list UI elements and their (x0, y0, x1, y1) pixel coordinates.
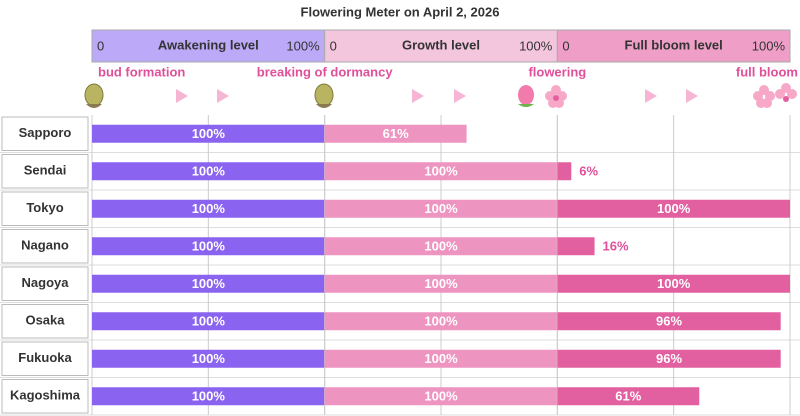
arrow (454, 89, 466, 103)
flower-icon (753, 83, 797, 108)
stage-tick-label: 0 (562, 38, 569, 53)
value-label: 96% (656, 314, 682, 329)
value-label: 100% (192, 239, 226, 254)
row-label: Fukuoka (18, 350, 72, 365)
value-label: 100% (192, 201, 226, 216)
arrow (686, 89, 698, 103)
bar (324, 237, 558, 256)
flower-bud-icon (518, 85, 534, 107)
value-label: 61% (615, 389, 641, 404)
value-label: 100% (424, 239, 458, 254)
row-label-box (1, 229, 89, 264)
row-label-box (1, 154, 89, 189)
row-label: Tokyo (26, 200, 63, 215)
bud-icon (84, 83, 104, 108)
bar (557, 312, 781, 331)
value-label: 100% (424, 389, 458, 404)
bar (324, 349, 558, 368)
bar (557, 162, 572, 181)
bar (557, 199, 790, 218)
row-label: Sendai (24, 163, 67, 178)
bar (324, 274, 558, 293)
bar (324, 199, 558, 218)
bar (92, 199, 325, 218)
stage-header (324, 29, 558, 63)
row-label-box (1, 379, 89, 414)
bar (92, 312, 325, 331)
value-label: 100% (192, 276, 226, 291)
row-label-box (1, 304, 89, 339)
row-label: Sapporo (19, 125, 72, 140)
row-label-box (1, 116, 89, 151)
row-label: Nagano (21, 238, 69, 253)
bar (324, 312, 558, 331)
row-label-box (1, 341, 89, 376)
icons (84, 83, 797, 108)
stage-name: Awakening level (158, 37, 259, 52)
value-label: 100% (424, 351, 458, 366)
bar (324, 162, 558, 181)
bar (92, 237, 325, 256)
stage-tick-label: 0 (97, 38, 104, 53)
value-label: 100% (657, 276, 691, 291)
value-label: 16% (603, 239, 629, 254)
value-label: 100% (424, 164, 458, 179)
value-label: 100% (424, 201, 458, 216)
row-label-box (1, 266, 89, 301)
stage-header (556, 29, 791, 63)
value-label: 100% (424, 314, 458, 329)
bar (92, 387, 325, 406)
flower-icon (545, 85, 567, 108)
value-label: 100% (192, 351, 226, 366)
value-label: 61% (383, 126, 409, 141)
value-label: 100% (192, 389, 226, 404)
bar (557, 237, 595, 256)
row-label: Kagoshima (10, 388, 81, 403)
arrow (412, 89, 424, 103)
bar (557, 387, 700, 406)
bar (92, 349, 325, 368)
value-label: 100% (657, 201, 691, 216)
value-label: 100% (192, 164, 226, 179)
stage-tick-label: 0 (330, 38, 337, 53)
bar (92, 162, 325, 181)
stage-tick-label: 100% (286, 38, 320, 53)
stage-name: Full bloom level (625, 37, 723, 52)
value-label: 100% (192, 126, 226, 141)
value-label: 100% (424, 276, 458, 291)
bar (557, 349, 781, 368)
row-label: Osaka (25, 313, 65, 328)
bar (324, 387, 558, 406)
stage-header (91, 29, 326, 63)
milestone-label: flowering (528, 64, 586, 79)
milestone-label: full bloom (736, 64, 798, 79)
bar (324, 124, 467, 143)
value-label: 100% (192, 314, 226, 329)
row-label: Nagoya (22, 275, 70, 290)
stage-tick-label: 100% (519, 38, 553, 53)
milestone-label: breaking of dormancy (257, 64, 394, 79)
arrow (217, 89, 229, 103)
arrow (176, 89, 188, 103)
bar (92, 124, 325, 143)
stage-name: Growth level (402, 37, 480, 52)
milestone-label: bud formation (98, 64, 185, 79)
stage-tick-label: 100% (752, 38, 786, 53)
value-label: 96% (656, 351, 682, 366)
value-label: 6% (579, 164, 598, 179)
bar (92, 274, 325, 293)
arrow (645, 89, 657, 103)
chart-title: Flowering Meter on April 2, 2026 (301, 4, 500, 19)
row-label-box (1, 191, 89, 226)
bud-icon (314, 83, 334, 108)
bar (557, 274, 790, 293)
